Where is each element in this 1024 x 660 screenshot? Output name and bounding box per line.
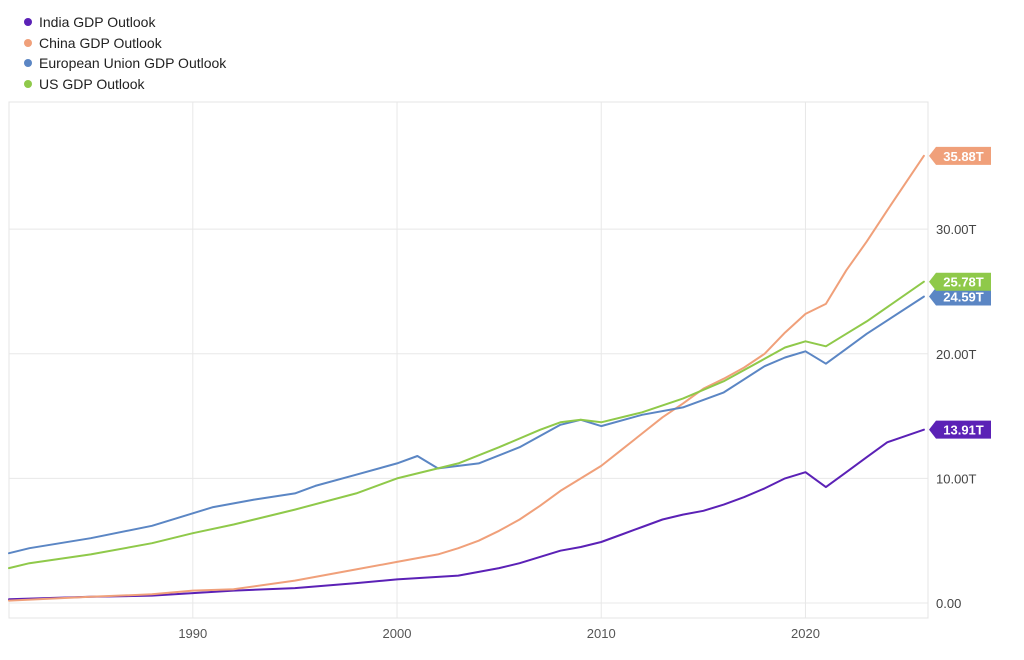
end-label-china: 35.88T (929, 146, 991, 165)
legend-dot-india (24, 18, 32, 27)
plot-frame (8, 101, 929, 619)
end-label-tag (929, 420, 991, 439)
y-tick-label: 0.00 (936, 596, 961, 611)
end-label-text: 13.91T (943, 423, 984, 438)
x-tick-label: 2010 (587, 626, 616, 641)
end-label-text: 25.78T (943, 275, 984, 290)
y-tick-label: 10.00T (936, 471, 977, 486)
end-label-india: 13.91T (929, 420, 991, 439)
end-label-tag (929, 287, 991, 306)
series-line-china[interactable] (8, 154, 925, 602)
legend-dot-china (24, 38, 32, 47)
legend: India GDP Outlook China GDP Outlook Euro… (24, 12, 226, 94)
end-label-tag (929, 272, 991, 291)
legend-label-eu: European Union GDP Outlook (39, 55, 227, 71)
series-line-us[interactable] (8, 280, 925, 570)
legend-item-us[interactable]: US GDP Outlook (24, 74, 226, 95)
legend-label-india: India GDP Outlook (39, 14, 156, 30)
grid (8, 101, 929, 619)
end-label-text: 35.88T (943, 149, 984, 164)
end-label-eu: 24.59T (929, 287, 991, 306)
end-label-tag (929, 146, 991, 165)
legend-label-us: US GDP Outlook (39, 75, 145, 92)
x-tick-label: 1990 (178, 626, 207, 641)
legend-item-china[interactable]: China GDP Outlook (24, 33, 226, 54)
legend-item-india[interactable]: India GDP Outlook (24, 12, 226, 33)
legend-label-china: China GDP Outlook (39, 34, 162, 51)
series-line-india[interactable] (8, 428, 925, 601)
legend-item-eu[interactable]: European Union GDP Outlook (24, 53, 226, 74)
x-tick-label: 2000 (383, 626, 412, 641)
end-label-text: 24.59T (943, 290, 984, 305)
legend-dot-us (24, 79, 32, 88)
series-line-eu[interactable] (8, 295, 925, 555)
x-tick-label: 2020 (791, 626, 820, 641)
y-tick-label: 30.00T (936, 222, 977, 237)
end-label-us: 25.78T (929, 272, 991, 291)
y-tick-label: 20.00T (936, 347, 977, 362)
axes: 0.00 10.00T 20.00T 30.00T 1990 2000 2010 2020 (178, 222, 976, 641)
series-lines (8, 154, 925, 602)
legend-dot-eu (24, 59, 32, 68)
